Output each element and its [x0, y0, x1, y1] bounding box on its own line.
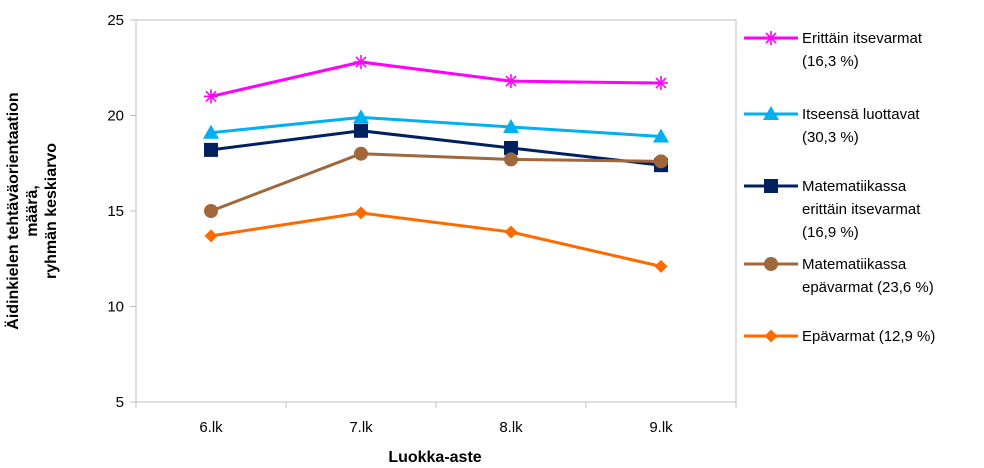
y-axis: 5 10 15 20 25	[107, 12, 136, 411]
legend-label-line: Epävarmat (12,9 %)	[802, 328, 935, 345]
series-line	[210, 60, 662, 98]
y-tick-label: 25	[107, 12, 124, 29]
legend-label-line: Itseensä luottavat	[802, 106, 920, 123]
series-line	[210, 152, 662, 213]
legend: Erittäin itsevarmat (16,3 %) Itseensä luot…	[744, 30, 935, 345]
y-tick-label: 20	[107, 108, 124, 125]
legend-label-line: (16,9 %)	[802, 224, 859, 241]
legend-label: Matematiikassa erittäin itsevarmat (16,9 %…	[802, 178, 921, 241]
y-tick-label: 10	[107, 299, 124, 316]
legend-label-line: Matematiikassa	[802, 178, 907, 195]
star-stroke	[505, 75, 517, 87]
data-point-triangle	[353, 109, 369, 124]
x-tick-label: 8.lk	[499, 419, 523, 436]
data-point-square	[504, 140, 518, 155]
x-tick-label: 9.lk	[649, 419, 673, 436]
data-point-square	[204, 142, 218, 157]
series-4	[204, 146, 668, 218]
data-point-diamond	[354, 206, 368, 220]
legend-label-line: (16,3 %)	[802, 53, 859, 70]
x-tick-label: 7.lk	[349, 419, 373, 436]
data-point-circle	[654, 154, 668, 169]
data-point-circle	[354, 146, 368, 161]
data-point-diamond	[654, 259, 668, 273]
legend-item: Matematiikassa erittäin itsevarmat (16,9 %…	[744, 178, 921, 241]
data-point-star	[204, 89, 218, 104]
legend-label-line: epävarmat (23,6 %)	[802, 279, 934, 296]
legend-label-line: Matematiikassa	[802, 256, 907, 273]
legend-label-line: (30,3 %)	[802, 129, 859, 146]
data-point-triangle	[503, 118, 519, 133]
plot-area	[135, 19, 737, 403]
legend-label-line: erittäin itsevarmat	[802, 201, 921, 218]
legend-label-line: Erittäin itsevarmat	[802, 30, 923, 47]
y-axis-title-text: Äidinkielen tehtäväorientaation määrä, ryh…	[4, 92, 60, 329]
plot-frame	[135, 19, 737, 403]
data-point-star	[504, 74, 518, 89]
y-tick-label: 15	[107, 203, 124, 220]
series-line	[210, 211, 662, 268]
legend-label: Epävarmat (12,9 %)	[802, 328, 935, 345]
series-line	[210, 115, 662, 139]
x-axis: 6.lk 7.lk 8.lk 9.lk	[135, 402, 737, 436]
data-point-star	[654, 76, 668, 91]
y-axis-title-line: Äidinkielen tehtäväorientaation	[4, 92, 22, 329]
data-point-circle	[764, 257, 778, 271]
legend-item: Itseensä luottavat (30,3 %)	[744, 106, 920, 146]
y-axis-title-line: määrä,	[24, 185, 41, 237]
legend-item: Epävarmat (12,9 %)	[744, 328, 935, 345]
star-stroke	[655, 77, 667, 89]
data-point-diamond	[204, 229, 218, 243]
star-stroke	[765, 32, 777, 44]
series-layer	[203, 55, 669, 273]
data-point-star	[764, 31, 778, 45]
data-point-circle	[204, 204, 218, 218]
legend-item: Erittäin itsevarmat (16,3 %)	[744, 30, 923, 70]
star-stroke	[355, 56, 367, 68]
y-axis-title-line: ryhmän keskiarvo	[43, 143, 60, 279]
series-1	[204, 55, 668, 104]
series-2	[203, 109, 669, 143]
data-point-square	[354, 123, 368, 138]
data-point-circle	[504, 152, 518, 167]
series-line	[210, 129, 662, 167]
data-point-diamond	[764, 329, 778, 343]
y-axis-title: Äidinkielen tehtäväorientaation määrä, ryh…	[4, 92, 60, 329]
y-tick-label: 5	[116, 394, 124, 411]
data-point-star	[354, 55, 368, 70]
x-axis-title: Luokka-aste	[388, 449, 481, 466]
data-point-triangle	[763, 106, 779, 120]
data-point-triangle	[203, 124, 219, 139]
data-point-triangle	[653, 128, 669, 143]
data-point-square	[764, 179, 778, 193]
data-point-diamond	[504, 225, 518, 239]
series-5	[204, 206, 668, 273]
legend-label: Erittäin itsevarmat (16,3 %)	[802, 30, 923, 70]
legend-label: Matematiikassa epävarmat (23,6 %)	[802, 256, 934, 296]
star-stroke	[205, 90, 217, 103]
legend-label: Itseensä luottavat (30,3 %)	[802, 106, 920, 146]
x-tick-label: 6.lk	[199, 419, 223, 436]
legend-item: Matematiikassa epävarmat (23,6 %)	[744, 256, 934, 296]
